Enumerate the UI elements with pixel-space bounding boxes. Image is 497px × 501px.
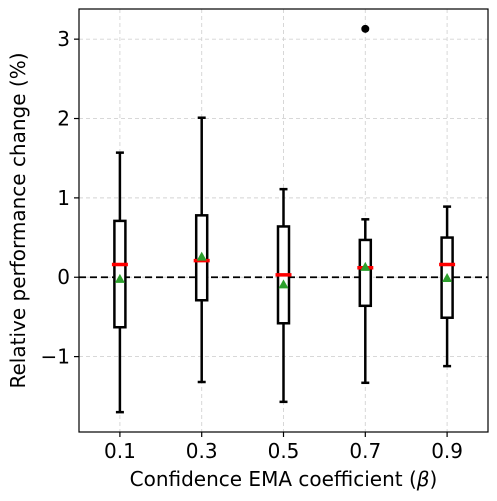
- y-tick-label: 3: [57, 27, 70, 51]
- mean-marker: [196, 251, 207, 261]
- x-tick-label: 0.9: [431, 439, 463, 463]
- outlier-point: [361, 24, 370, 33]
- x-tick-label: 0.5: [268, 439, 300, 463]
- y-tick-label: −1: [41, 345, 70, 369]
- x-axis-label-symbol: β: [416, 467, 430, 491]
- x-axis-label: Confidence EMA coefficient (β): [130, 467, 438, 491]
- x-ticks: 0.1 0.3 0.5 0.7 0.9: [104, 432, 463, 463]
- y-tick-label: 1: [57, 186, 70, 210]
- y-ticks: −1 0 1 2 3: [41, 27, 79, 369]
- boxes-layer: [111, 24, 456, 414]
- box-0.9: [439, 205, 456, 368]
- y-tick-label: 0: [57, 265, 70, 289]
- y-axis-label: Relative performance change (%): [6, 52, 30, 388]
- x-tick-label: 0.3: [186, 439, 218, 463]
- mean-marker: [114, 273, 125, 283]
- y-tick-label: 2: [57, 107, 70, 131]
- box-iqr: [358, 238, 373, 308]
- box-0.5: [275, 187, 292, 404]
- box-0.7: [357, 24, 374, 385]
- mean-marker: [278, 279, 289, 289]
- x-tick-label: 0.1: [104, 439, 136, 463]
- mean-marker: [442, 273, 453, 283]
- x-axis-label-text: Confidence EMA coefficient (: [130, 467, 417, 491]
- mean-marker: [360, 261, 371, 271]
- x-tick-label: 0.7: [349, 439, 381, 463]
- box-0.3: [193, 116, 210, 384]
- box-0.1: [111, 151, 128, 414]
- x-axis-label-suffix: ): [430, 467, 438, 491]
